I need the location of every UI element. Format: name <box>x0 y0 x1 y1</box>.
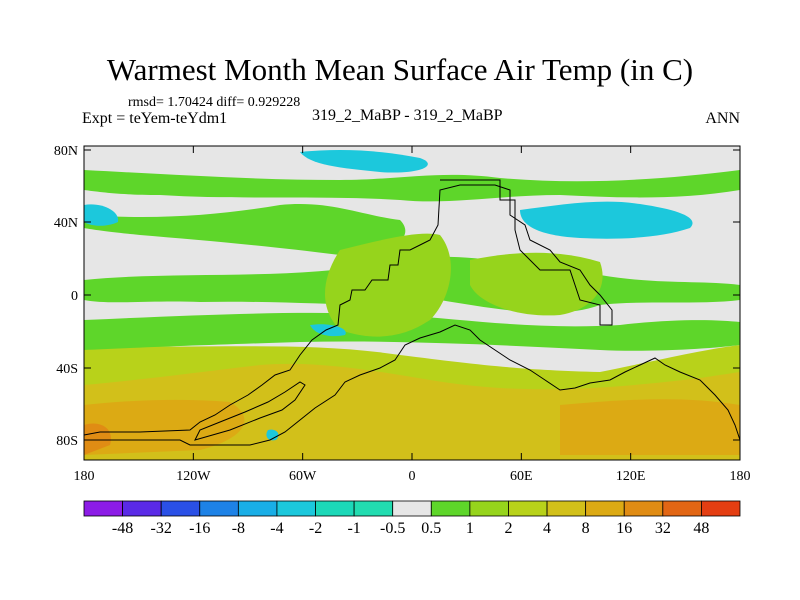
x-tick-label: 60W <box>289 469 317 484</box>
field-southern-cool-patch <box>266 429 279 441</box>
colorbar-label: 48 <box>693 520 709 537</box>
colorbar-label: -1 <box>347 520 360 537</box>
colorbar-label: -4 <box>270 520 283 537</box>
colorbar-label: -16 <box>189 520 210 537</box>
colorbar-swatch <box>237 500 278 517</box>
colorbar-swatch <box>430 500 471 517</box>
x-tick-label: 180 <box>730 469 751 484</box>
map-axes: 180 120W 60W 0 60E 120E 180 80N 40N 0 40S 80S <box>54 144 751 484</box>
y-tick-label: 80N <box>54 144 78 159</box>
colorbar-label: 16 <box>616 520 632 537</box>
colorbar-swatch <box>662 500 702 517</box>
x-tick-label: 120W <box>176 469 211 484</box>
plot-title: Warmest Month Mean Surface Air Temp (in … <box>106 52 694 87</box>
coastline-continent <box>83 179 613 436</box>
field-sw-hotspot <box>84 423 111 455</box>
colorbar-swatch <box>315 500 355 517</box>
y-tick-label: 80S <box>56 434 78 449</box>
colorbar-label: 2 <box>504 520 512 537</box>
y-tick-label: 40S <box>56 362 78 377</box>
field-arctic-cool-streak <box>300 150 428 173</box>
field-south-hot-east <box>560 399 740 455</box>
y-tick-label: 40N <box>54 216 78 231</box>
averaging-period: ANN <box>705 110 740 127</box>
colorbar: -48 -32 -16 -8 -4 -2 -1 -0.5 0.5 1 2 4 8 16 32 48 <box>83 500 741 537</box>
field-tropical-cool-patch <box>310 324 346 337</box>
field-north-band <box>84 170 740 202</box>
colorbar-swatch <box>623 500 664 517</box>
coastline-south <box>84 324 741 446</box>
colorbar-label: 8 <box>582 520 590 537</box>
experiment-label: Expt = teYem-teYdm1 <box>82 110 228 127</box>
colorbar-swatch <box>276 500 316 517</box>
colorbar-label: 0.5 <box>421 520 441 537</box>
colorbar-label: -48 <box>112 520 133 537</box>
colorbar-label: 4 <box>543 520 551 537</box>
run-comparison-label: 319_2_MaBP - 319_2_MaBP <box>312 107 503 124</box>
x-tick-label: 0 <box>409 469 416 484</box>
colorbar-swatch <box>199 500 239 517</box>
coastline-peninsula <box>194 381 306 441</box>
x-tick-label: 60E <box>510 469 533 484</box>
x-tick-label: 120E <box>616 469 646 484</box>
colorbar-label: -32 <box>151 520 172 537</box>
anomaly-field <box>84 146 740 460</box>
rmsd-diff-stats: rmsd= 1.70424 diff= 0.929228 <box>128 95 301 110</box>
colorbar-swatch <box>353 500 394 517</box>
colorbar-swatch <box>83 500 123 517</box>
colorbar-swatch <box>508 500 548 517</box>
field-midlat-band <box>84 203 406 256</box>
colorbar-label: 32 <box>655 520 671 537</box>
colorbar-label: -8 <box>232 520 245 537</box>
field-western-cool-patch <box>84 204 119 226</box>
colorbar-swatch <box>546 500 587 517</box>
field-east-interior <box>470 252 603 316</box>
colorbar-swatch <box>585 500 625 517</box>
field-southern-midlat-band <box>84 312 740 351</box>
colorbar-swatch <box>701 500 741 517</box>
colorbar-label: 1 <box>466 520 474 537</box>
colorbar-swatch <box>160 500 201 517</box>
coastlines <box>83 179 741 446</box>
colorbar-label: -2 <box>309 520 322 537</box>
field-south-hot <box>84 399 245 455</box>
colorbar-swatch <box>469 500 509 517</box>
x-tick-label: 180 <box>74 469 95 484</box>
colorbar-label: -0.5 <box>380 520 405 537</box>
y-tick-label: 0 <box>71 289 78 304</box>
field-eastern-cool-patch <box>520 201 693 239</box>
colorbar-swatch <box>392 500 432 517</box>
field-continent-interior <box>325 233 451 337</box>
colorbar-swatch <box>122 500 162 517</box>
